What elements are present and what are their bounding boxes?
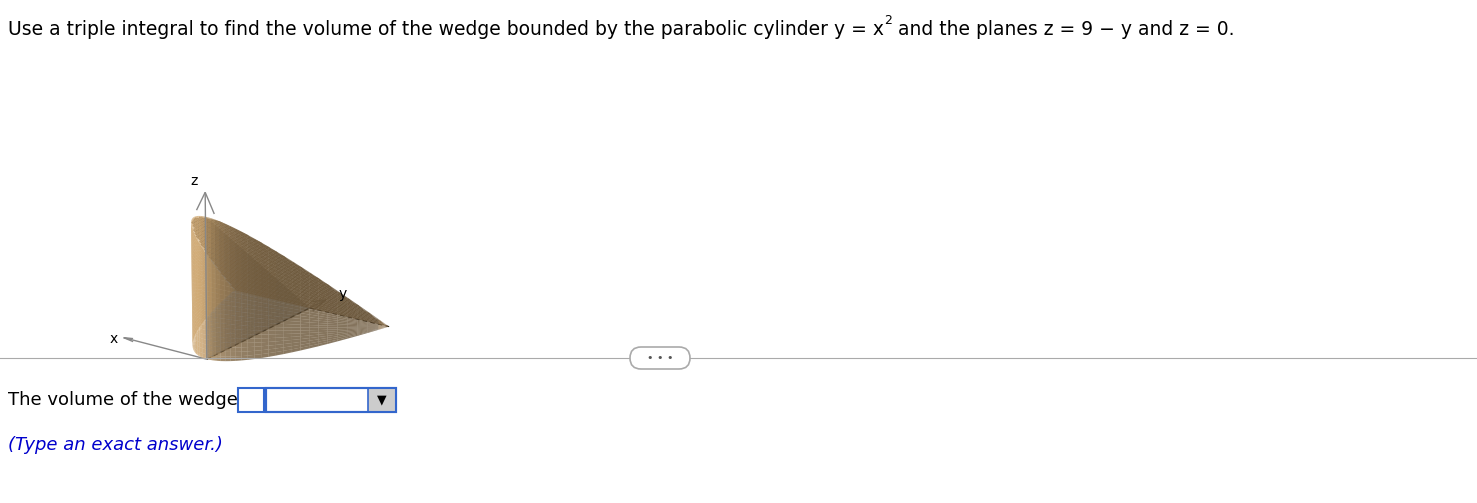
Text: The volume of the wedge is: The volume of the wedge is xyxy=(7,391,258,409)
Bar xyxy=(238,388,264,412)
Text: ▼: ▼ xyxy=(377,393,387,406)
Text: Use a triple integral to find the volume of the wedge bounded by the parabolic c: Use a triple integral to find the volume… xyxy=(7,20,885,39)
Text: and the planes z = 9 − y and z = 0.: and the planes z = 9 − y and z = 0. xyxy=(892,20,1235,39)
Bar xyxy=(266,388,396,412)
Text: 2: 2 xyxy=(885,14,892,27)
Bar xyxy=(266,388,396,412)
Bar xyxy=(368,388,396,412)
FancyBboxPatch shape xyxy=(631,347,690,369)
Text: • • •: • • • xyxy=(647,353,674,363)
Text: (Type an exact answer.): (Type an exact answer.) xyxy=(7,436,223,454)
